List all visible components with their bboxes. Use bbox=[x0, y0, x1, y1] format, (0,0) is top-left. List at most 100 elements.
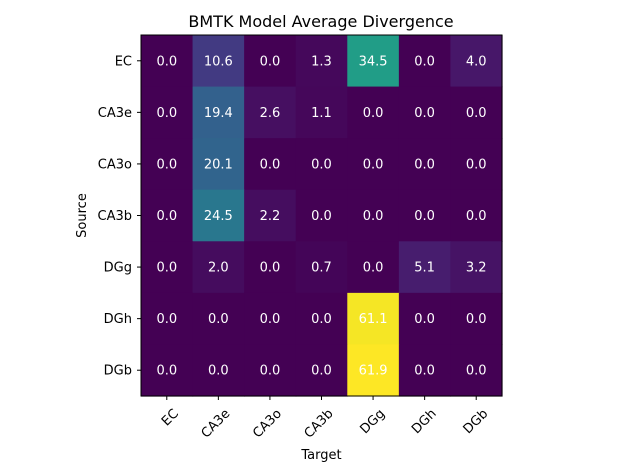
y-tick-label: DGh bbox=[104, 312, 132, 327]
cell-value-label: 0.0 bbox=[466, 157, 487, 172]
y-axis-ticks: EC CA3e CA3o CA3b DGg DGh DGb bbox=[98, 54, 141, 379]
cell-value-label: 0.0 bbox=[414, 54, 435, 69]
heatmap-cell bbox=[244, 86, 297, 139]
x-tick-label: CA3b bbox=[302, 406, 337, 441]
heatmap-cell bbox=[141, 292, 194, 346]
cell-value-label: 2.0 bbox=[208, 261, 229, 276]
cell-value-label: 0.0 bbox=[156, 312, 177, 327]
heatmap-cell bbox=[450, 138, 503, 191]
cell-value-label: 0.0 bbox=[311, 312, 332, 327]
cell-value-label: 0.0 bbox=[208, 312, 229, 327]
heatmap-cell bbox=[450, 189, 503, 242]
cell-value-label: 0.0 bbox=[156, 157, 177, 172]
heatmap-cell bbox=[450, 35, 503, 88]
cell-value-label: 1.1 bbox=[311, 106, 332, 121]
heatmap-cell bbox=[347, 86, 400, 139]
cell-value-label: 0.0 bbox=[311, 364, 332, 379]
cell-value-label: 0.0 bbox=[260, 54, 281, 69]
y-tick-label: EC bbox=[115, 54, 132, 69]
heatmap-cell bbox=[244, 344, 297, 397]
heatmap-cell bbox=[450, 344, 503, 397]
cell-value-label: 0.0 bbox=[414, 106, 435, 121]
cell-value-label: 24.5 bbox=[204, 209, 233, 224]
heatmap-cell bbox=[244, 189, 297, 242]
heatmap-cell bbox=[347, 344, 400, 397]
heatmap-cell bbox=[295, 189, 348, 242]
heatmap-cell bbox=[141, 344, 194, 397]
cell-value-label: 2.2 bbox=[260, 209, 281, 224]
chart-title: BMTK Model Average Divergence bbox=[188, 12, 453, 31]
cell-value-label: 0.0 bbox=[363, 261, 384, 276]
heatmap-cell bbox=[450, 86, 503, 139]
heatmap-cell bbox=[192, 86, 245, 139]
heatmap-cells bbox=[141, 35, 503, 397]
heatmap-cell bbox=[192, 138, 245, 191]
cell-value-label: 0.0 bbox=[208, 364, 229, 379]
cell-value-label: 0.0 bbox=[260, 261, 281, 276]
heatmap-cell bbox=[398, 138, 452, 191]
cell-value-label: 0.0 bbox=[156, 364, 177, 379]
y-tick-label: CA3b bbox=[98, 209, 133, 224]
cell-value-label: 61.1 bbox=[359, 312, 388, 327]
heatmap-cell bbox=[347, 138, 400, 191]
heatmap-cell bbox=[244, 241, 297, 294]
heatmap-cell bbox=[192, 35, 245, 88]
heatmap-cell bbox=[192, 189, 245, 242]
heatmap-cell bbox=[244, 292, 297, 346]
cell-value-label: 0.0 bbox=[414, 209, 435, 224]
heatmap-cell bbox=[295, 292, 348, 346]
heatmap-cell bbox=[141, 35, 194, 88]
cell-value-label: 4.0 bbox=[466, 54, 487, 69]
cell-value-label: 5.1 bbox=[414, 261, 435, 276]
heatmap-cell bbox=[295, 241, 348, 294]
cell-value-label: 0.0 bbox=[156, 261, 177, 276]
heatmap-cell bbox=[141, 86, 194, 139]
cell-value-label: 0.0 bbox=[363, 209, 384, 224]
cell-value-label: 0.0 bbox=[156, 54, 177, 69]
heatmap-cell bbox=[398, 86, 452, 139]
heatmap-cell bbox=[347, 189, 400, 242]
heatmap-cell bbox=[192, 344, 245, 397]
cell-value-label: 34.5 bbox=[359, 54, 388, 69]
heatmap-cell bbox=[192, 292, 245, 346]
cell-value-label: 1.3 bbox=[311, 54, 332, 69]
cell-value-label: 61.9 bbox=[359, 364, 388, 379]
cell-value-label: 0.0 bbox=[156, 209, 177, 224]
x-tick-label: DGb bbox=[461, 406, 492, 437]
heatmap-cell bbox=[398, 35, 452, 88]
heatmap-cell bbox=[141, 241, 194, 294]
heatmap-cell bbox=[295, 138, 348, 191]
heatmap-cell bbox=[398, 241, 452, 294]
cell-value-label: 0.0 bbox=[466, 106, 487, 121]
heatmap-cell bbox=[295, 35, 348, 88]
cell-value-label: 20.1 bbox=[204, 157, 233, 172]
cell-value-label: 0.0 bbox=[311, 157, 332, 172]
x-axis-ticks: EC CA3e CA3o CA3b DGg DGh DGb bbox=[159, 396, 491, 441]
y-tick-label: DGg bbox=[104, 261, 132, 276]
cell-value-label: 10.6 bbox=[204, 54, 233, 69]
y-tick-label: CA3o bbox=[98, 157, 132, 172]
x-tick-label: CA3o bbox=[250, 406, 285, 441]
heatmap-cell bbox=[244, 35, 297, 88]
cell-value-label: 0.0 bbox=[260, 364, 281, 379]
heatmap-cell bbox=[295, 86, 348, 139]
heatmap-cell bbox=[141, 138, 194, 191]
heatmap-cell bbox=[450, 292, 503, 346]
y-tick-label: CA3e bbox=[98, 106, 132, 121]
y-axis-label: Source bbox=[75, 193, 90, 238]
cell-value-label: 0.0 bbox=[466, 364, 487, 379]
heatmap-value-labels: 0.0 10.6 0.0 1.3 34.5 0.0 4.0 0.0 19.4 2.6 1.1 0.0 0… bbox=[156, 54, 486, 378]
heatmap-cell bbox=[347, 35, 400, 88]
cell-value-label: 0.0 bbox=[466, 312, 487, 327]
x-tick-label: EC bbox=[159, 406, 182, 429]
cell-value-label: 0.0 bbox=[414, 312, 435, 327]
x-tick-label: DGg bbox=[357, 406, 388, 437]
heatmap-cell bbox=[450, 241, 503, 294]
cell-value-label: 3.2 bbox=[466, 261, 487, 276]
cell-value-label: 0.0 bbox=[363, 106, 384, 121]
cell-value-label: 0.0 bbox=[156, 106, 177, 121]
cell-value-label: 0.0 bbox=[363, 157, 384, 172]
cell-value-label: 0.0 bbox=[466, 209, 487, 224]
heatmap-cell bbox=[141, 189, 194, 242]
